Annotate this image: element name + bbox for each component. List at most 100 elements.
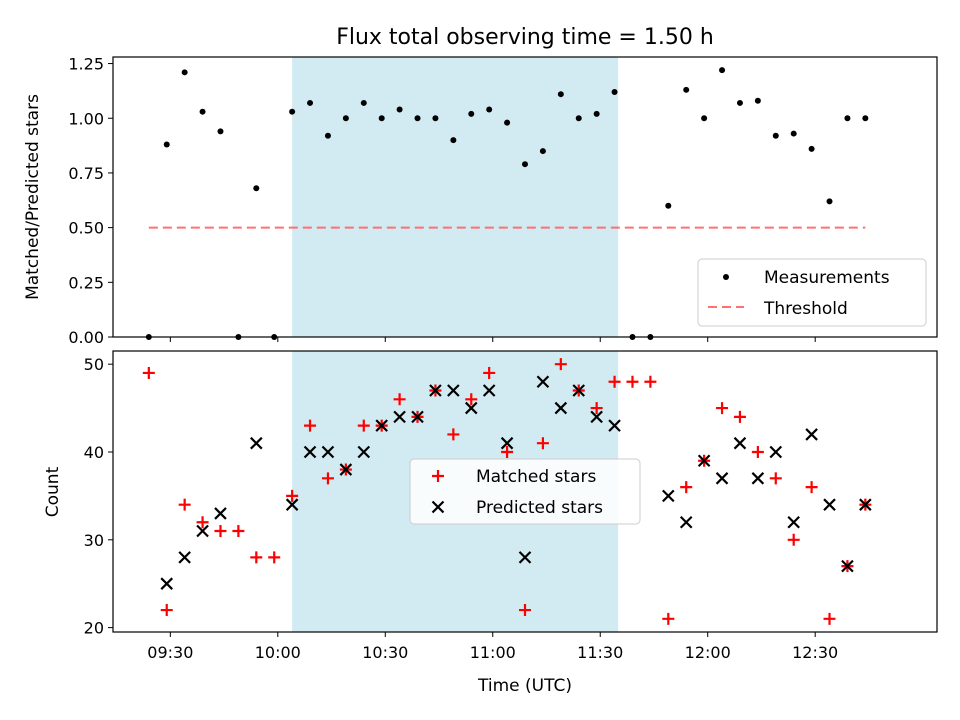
predicted-star-point [769, 445, 783, 459]
predicted-star-point [303, 445, 317, 459]
x-tick-label: 12:30 [792, 643, 838, 662]
matched-star-point [447, 428, 460, 441]
matched-star-point [805, 481, 818, 494]
predicted-star-point [429, 384, 442, 397]
legend-measurements-label: Measurements [764, 268, 890, 288]
matched-star-point [787, 533, 800, 546]
legend-threshold-label: Threshold [763, 299, 848, 319]
measurement-point [736, 99, 743, 106]
predicted-star-point [321, 445, 335, 459]
top-panel: 0.00 0.25 0.50 0.75 1.00 1.25 Measurements Thre… [68, 55, 938, 347]
measurement-point [826, 198, 833, 205]
predicted-star-point [823, 498, 836, 511]
measurement-point [360, 99, 367, 106]
top-legend [697, 258, 927, 327]
measurement-point [665, 202, 672, 209]
matched-star-point [662, 612, 675, 625]
predicted-star-point [751, 472, 765, 485]
predicted-star-point [357, 445, 371, 459]
measurement-point [378, 115, 385, 122]
matched-star-point [321, 472, 334, 485]
measurement-point [307, 99, 314, 106]
legend-matched-label: Matched stars [476, 467, 596, 487]
matched-star-point [268, 551, 281, 564]
predicted-star-point [590, 410, 603, 424]
measurement-point [217, 128, 224, 135]
measurement-point [199, 108, 206, 115]
measurement-point [557, 91, 564, 98]
top-y-tick-label: 1.25 [68, 55, 104, 74]
x-tick-label: 09:30 [147, 643, 193, 662]
measurement-point [862, 115, 869, 122]
matched-star-point [554, 358, 567, 371]
predicted-star-point [715, 472, 729, 485]
matched-star-point [823, 612, 836, 625]
matched-star-point [214, 525, 227, 538]
measurement-point [808, 145, 815, 152]
bottom-y-tick-label: 40 [84, 443, 104, 462]
measurement-point [522, 161, 528, 168]
predicted-star-point [375, 419, 388, 432]
bottom-y-tick-label: 20 [84, 619, 104, 638]
predicted-star-point [411, 410, 424, 424]
matched-star-point [483, 366, 496, 379]
measurement-point [342, 115, 349, 122]
matched-star-point [644, 375, 657, 388]
predicted-star-point [214, 507, 227, 520]
x-tick-label: 11:30 [577, 643, 623, 662]
predicted-star-point [393, 410, 406, 424]
top-shaded-region [292, 57, 619, 337]
matched-star-point [196, 516, 209, 529]
predicted-star-point [859, 498, 872, 511]
measurement-point [772, 132, 779, 139]
predicted-star-point [787, 515, 800, 529]
legend-predicted-label: Predicted stars [476, 498, 603, 518]
predicted-star-point [447, 384, 460, 397]
matched-star-point [160, 604, 173, 617]
legend-predicted-marker [431, 500, 445, 514]
predicted-star-point [608, 419, 621, 432]
bottom-y-tick-label: 50 [84, 355, 104, 374]
predicted-star-point [841, 559, 854, 573]
matched-star-point [250, 551, 263, 564]
measurement-point [844, 115, 851, 122]
x-tick-label: 11:00 [470, 643, 516, 662]
measurement-point [575, 115, 582, 122]
measurement-point [593, 110, 600, 117]
matched-star-point [680, 481, 693, 494]
measurement-point [181, 69, 188, 76]
bottom-y-axis-label: Count [43, 466, 63, 517]
matched-star-point [304, 419, 317, 432]
predicted-star-point [679, 515, 693, 529]
x-tick-label: 10:30 [362, 643, 408, 662]
predicted-star-point [697, 454, 711, 468]
matched-star-point [769, 472, 782, 485]
measurement-point [701, 115, 708, 122]
x-tick-label: 12:00 [685, 643, 731, 662]
measurement-point [414, 115, 421, 122]
measurement-point [486, 106, 493, 113]
matched-star-point [357, 419, 370, 432]
measurement-point [253, 185, 260, 192]
matched-star-point [608, 375, 621, 388]
measurement-point [539, 148, 546, 155]
measurement-point [719, 67, 726, 74]
chart-title: Flux total observing time = 1.50 h [336, 25, 714, 50]
matched-star-point [178, 498, 191, 511]
predicted-star-point [536, 375, 550, 389]
top-y-tick-label: 0.50 [68, 219, 104, 238]
measurement-point [754, 97, 761, 104]
predicted-star-point [733, 436, 747, 450]
x-axis-label: Time (UTC) [477, 676, 572, 696]
measurement-point [683, 86, 690, 93]
measurement-point [468, 110, 475, 117]
bottom-panel: 20 30 40 50 09:30 10:00 10:30 11:00 11:30 12:00 12… [84, 350, 938, 662]
matched-star-point [393, 393, 406, 406]
predicted-star-point [572, 384, 586, 397]
matched-star-point [716, 402, 729, 415]
measurement-point [611, 89, 618, 95]
predicted-star-point [178, 551, 191, 564]
predicted-star-point [500, 436, 514, 450]
predicted-star-point [285, 498, 299, 511]
matched-star-point [142, 366, 155, 379]
